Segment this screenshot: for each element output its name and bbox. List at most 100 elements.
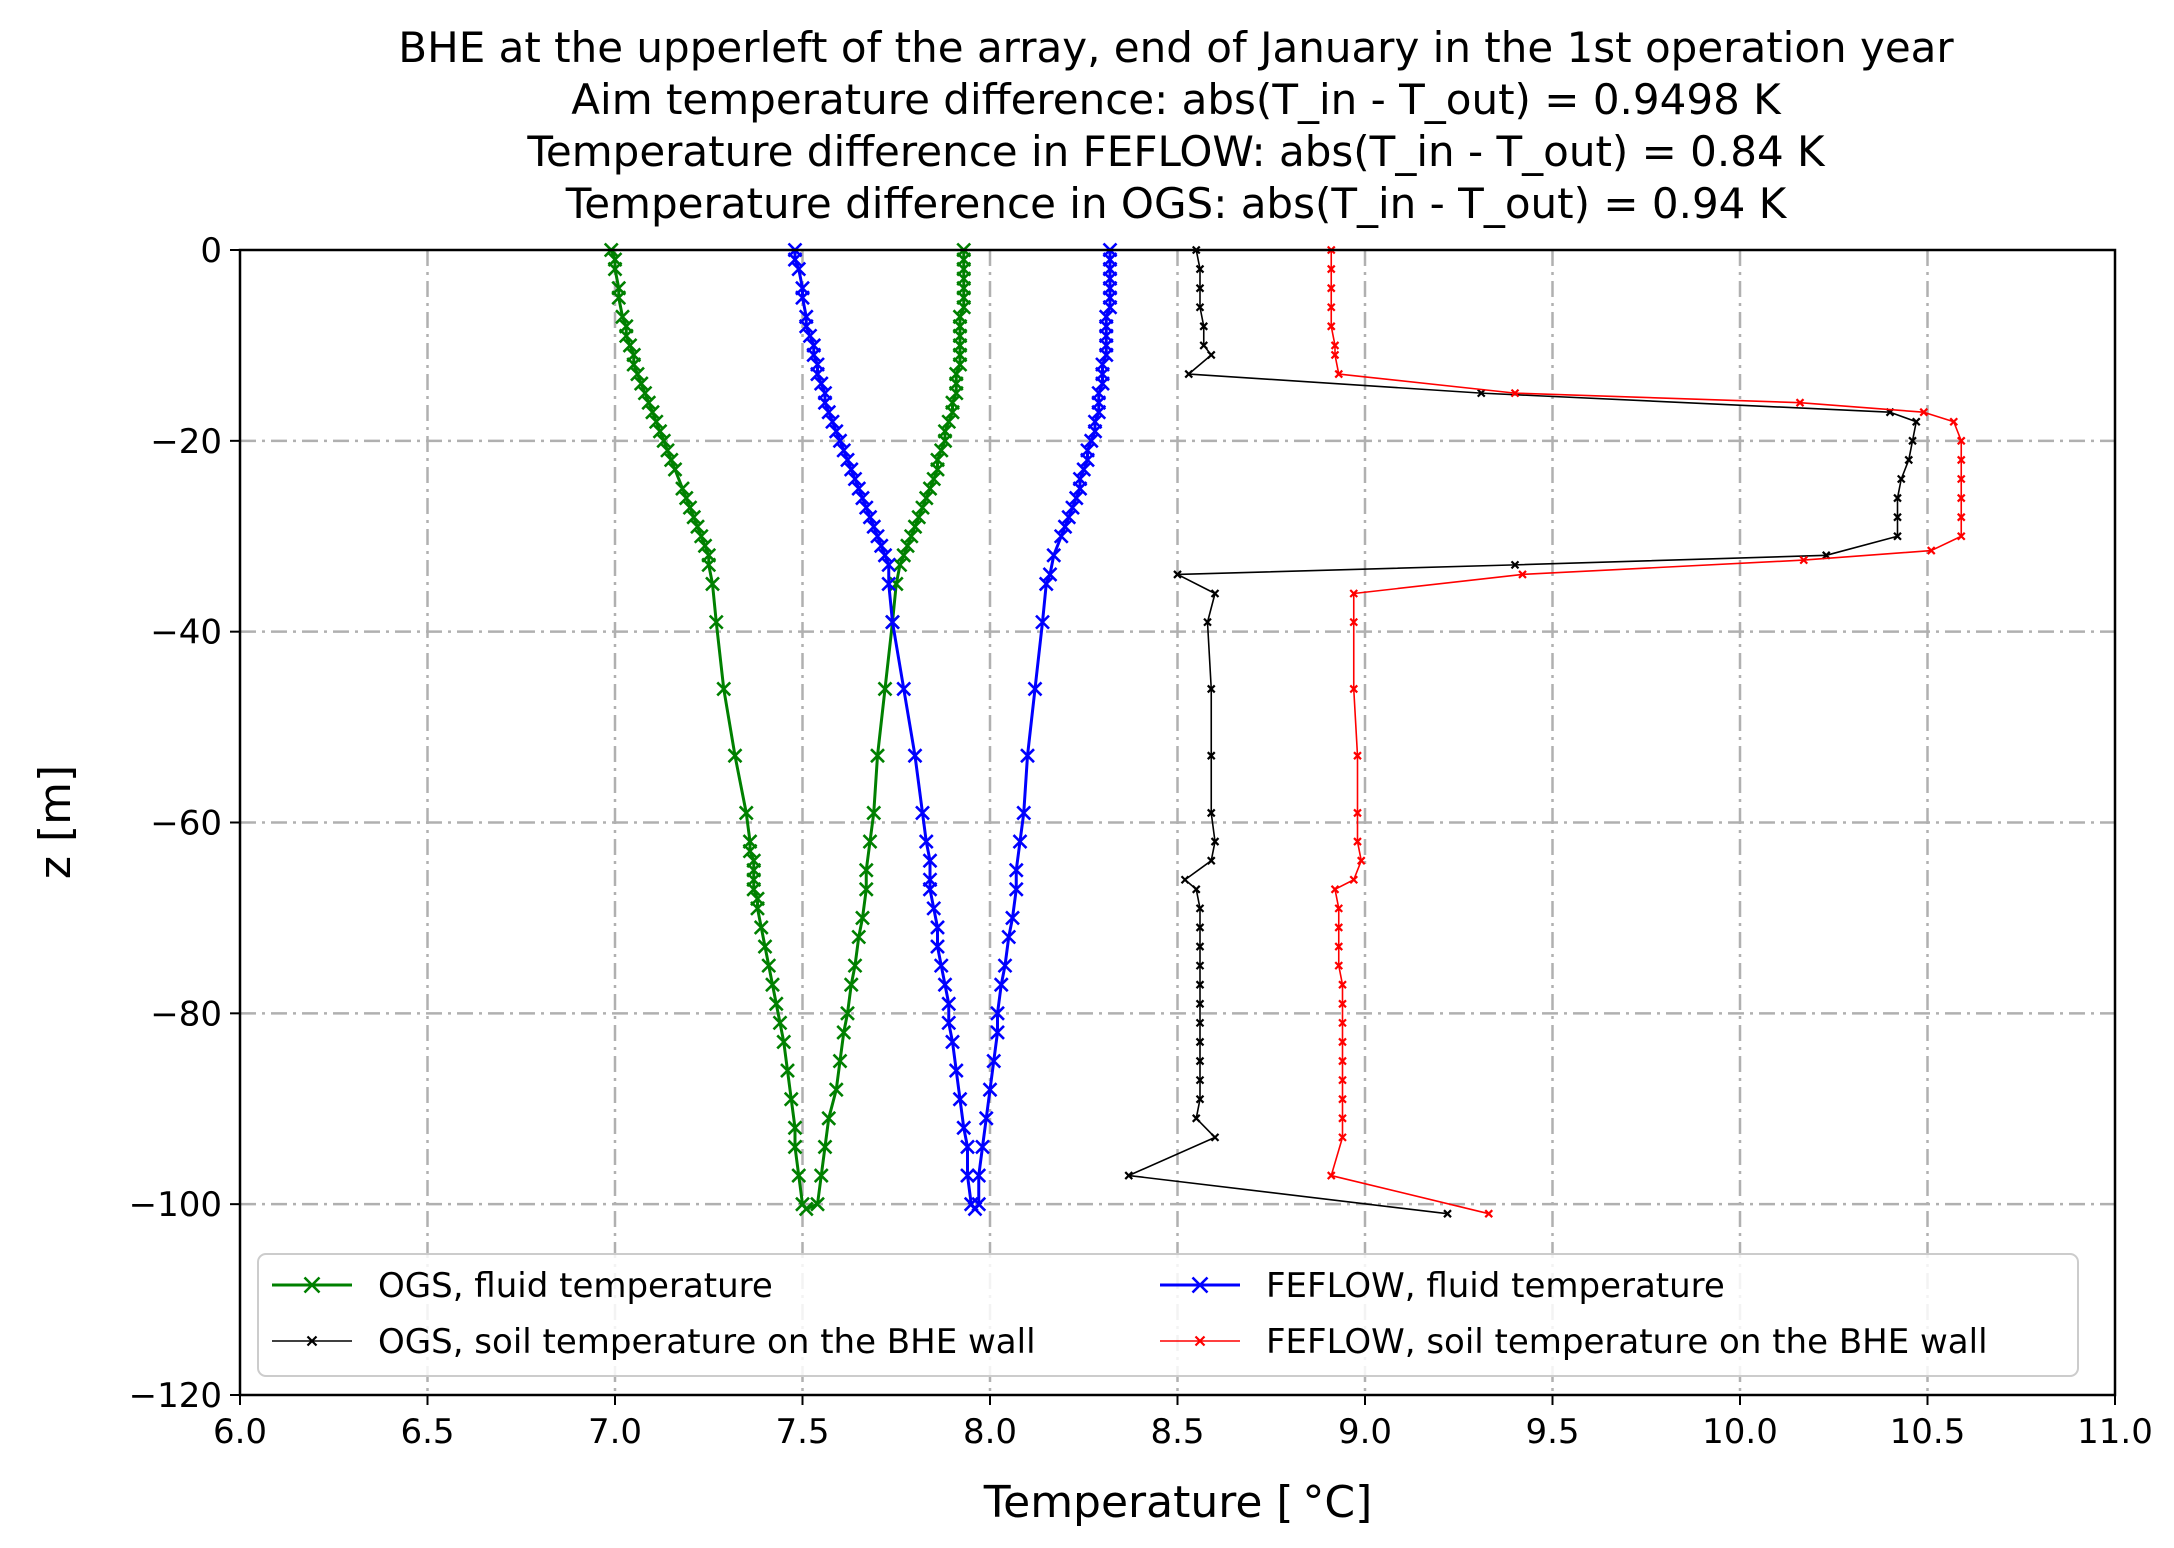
legend-label: OGS, soil temperature on the BHE wall	[378, 1322, 1036, 1362]
data-point-marker	[1057, 519, 1073, 535]
data-point-marker	[611, 290, 627, 306]
data-point-marker	[1338, 1075, 1347, 1085]
data-point-marker	[1338, 1114, 1347, 1123]
data-point-marker	[1195, 923, 1205, 932]
data-point-marker	[1195, 1018, 1205, 1028]
data-point-marker	[922, 481, 938, 496]
data-point-marker	[1799, 555, 1809, 565]
data-point-marker	[847, 958, 863, 974]
data-point-marker	[1095, 357, 1110, 372]
legend-label: FEFLOW, fluid temperature	[1266, 1266, 1725, 1306]
data-point-marker	[1008, 881, 1024, 897]
data-point-marker	[1210, 837, 1220, 846]
data-point-marker	[971, 1168, 987, 1183]
data-point-marker	[1210, 589, 1220, 598]
data-point-marker	[1091, 385, 1107, 401]
data-point-marker	[1896, 474, 1906, 484]
data-point-marker	[915, 805, 930, 821]
x-tick-label: 7.0	[588, 1412, 642, 1452]
data-point-marker	[858, 881, 874, 897]
data-point-marker	[1893, 493, 1902, 503]
data-point-marker	[1191, 885, 1201, 894]
data-point-marker	[851, 481, 867, 496]
data-point-marker	[832, 433, 848, 449]
data-point-marker	[918, 834, 934, 850]
data-point-marker	[997, 958, 1013, 974]
data-point-marker	[1195, 999, 1205, 1009]
data-point-marker	[915, 500, 930, 516]
data-point-marker	[840, 452, 855, 468]
data-point-marker	[1893, 531, 1902, 541]
data-point-marker	[885, 614, 900, 630]
y-tick-label: −60	[150, 804, 222, 844]
data-point-marker	[1919, 407, 1929, 417]
data-point-marker	[851, 929, 867, 945]
data-point-marker	[1330, 350, 1340, 360]
data-point-marker	[615, 309, 630, 325]
series-3	[787, 242, 1118, 1217]
data-point-marker	[1476, 388, 1486, 398]
data-point-marker	[971, 1196, 987, 1212]
data-point-marker	[1195, 961, 1205, 970]
data-point-marker	[1349, 617, 1359, 627]
data-point-marker	[780, 1063, 795, 1078]
series-line	[609, 249, 966, 1211]
legend-entry: FEFLOW, fluid temperature	[1160, 1266, 1725, 1306]
data-point-marker	[757, 939, 773, 954]
x-axis-ticks: 6.0 6.5 7.0 7.5 8.0 8.5 9.0 9.5 10.0 10.5 11.0	[213, 1395, 2153, 1452]
data-point-marker	[802, 328, 818, 344]
data-point-marker	[1008, 862, 1024, 878]
data-point-marker	[1072, 471, 1088, 487]
data-point-marker	[922, 853, 938, 869]
data-point-marker	[663, 452, 679, 468]
data-point-marker	[776, 1034, 792, 1050]
data-point-marker	[933, 442, 949, 458]
data-point-marker	[877, 681, 893, 697]
data-point-marker	[960, 1168, 975, 1183]
data-point-marker	[1199, 341, 1209, 350]
data-point-marker	[660, 442, 675, 458]
data-point-marker	[937, 423, 953, 439]
data-point-marker	[952, 309, 968, 325]
data-point-marker	[881, 557, 897, 573]
data-point-marker	[1353, 808, 1362, 818]
legend-label: FEFLOW, soil temperature on the BHE wall	[1266, 1322, 1988, 1362]
data-point-marker	[1795, 398, 1805, 407]
y-axis-label: z [m]	[30, 765, 81, 879]
title-line-1: BHE at the upperleft of the array, end o…	[398, 23, 1954, 72]
data-point-marker	[738, 805, 754, 821]
data-point-marker	[1206, 350, 1216, 360]
data-point-marker	[1956, 474, 1966, 484]
data-point-marker	[1334, 369, 1344, 379]
data-point-marker	[1016, 805, 1032, 821]
data-point-marker	[1330, 341, 1340, 350]
legend-marker	[1194, 1335, 1206, 1347]
data-point-marker	[742, 843, 758, 859]
legend-marker	[306, 1335, 318, 1347]
data-point-marker	[618, 328, 634, 344]
data-point-marker	[1956, 436, 1966, 446]
data-point-marker	[828, 423, 844, 439]
data-point-marker	[1046, 547, 1062, 563]
data-point-marker	[1068, 490, 1084, 506]
data-point-marker	[1191, 1114, 1201, 1123]
y-axis-ticks: 0 −20 −40 −60 −80 −100 −120	[129, 231, 240, 1416]
data-point-marker	[870, 748, 885, 764]
data-point-marker	[637, 385, 653, 401]
data-point-marker	[933, 958, 949, 974]
data-point-marker	[1326, 322, 1336, 331]
data-point-marker	[1349, 684, 1359, 694]
legend: OGS, fluid temperature FEFLOW, fluid temp…	[257, 1253, 2079, 1377]
data-point-marker	[1956, 455, 1966, 465]
data-point-marker	[960, 1139, 975, 1155]
data-point-marker	[761, 958, 777, 974]
data-point-marker	[1042, 566, 1058, 582]
data-point-marker	[1195, 283, 1205, 293]
data-point-marker	[1326, 283, 1336, 293]
data-point-marker	[1326, 264, 1336, 274]
data-point-marker	[1124, 1171, 1134, 1180]
data-point-marker	[1195, 942, 1205, 951]
data-point-marker	[866, 805, 882, 821]
data-point-marker	[828, 1082, 844, 1098]
